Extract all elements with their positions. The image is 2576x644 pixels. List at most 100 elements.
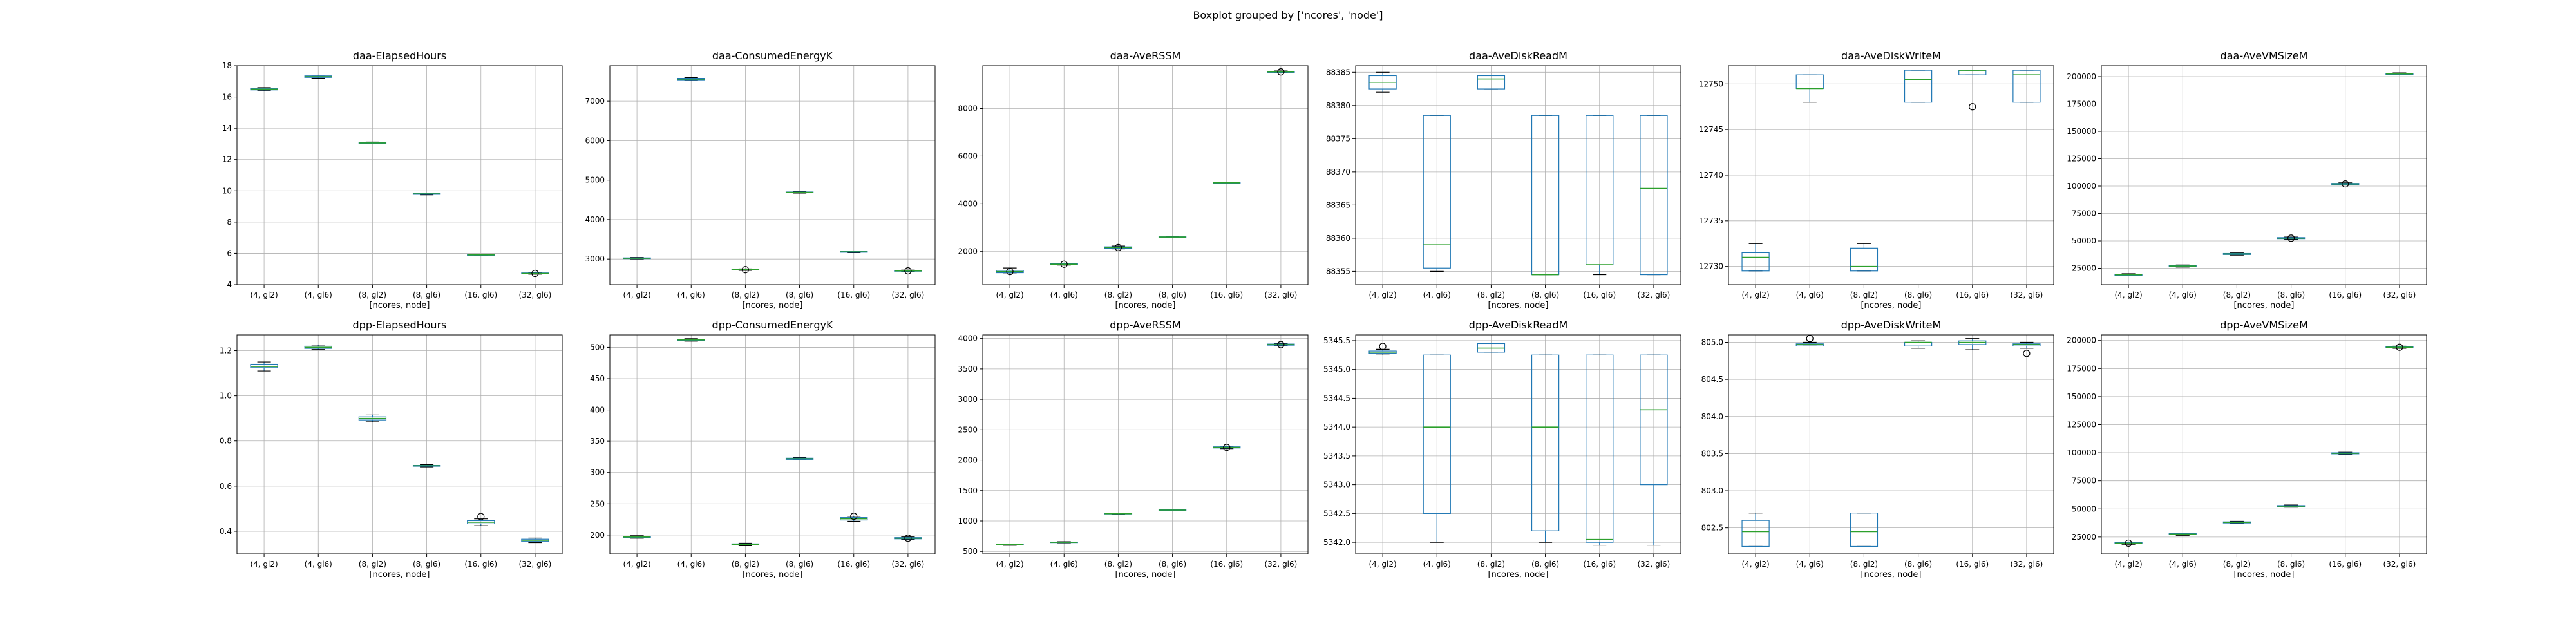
y-tick-label: 500	[963, 547, 978, 556]
outlier-point	[1223, 444, 1231, 451]
x-tick-label: (8, gl2)	[732, 290, 759, 299]
axes-frame	[2101, 334, 2427, 554]
x-tick-label: (16, gl6)	[1583, 560, 1616, 569]
subplot-daa-avediskwritem: 12730 12735 12740 12745 12750 (4, gl2) (4, gl6…	[1699, 50, 2054, 310]
x-tick-label: (8, gl6)	[2277, 560, 2305, 569]
x-tick-label: (32, gl6)	[1264, 290, 1297, 299]
y-tick-label: 3000	[585, 254, 605, 263]
box	[1741, 520, 1770, 547]
y-tick-label: 3000	[958, 395, 978, 404]
subplot-title: daa-AveDiskReadM	[1469, 50, 1567, 62]
x-axis-label: [ncores, node]	[2233, 570, 2294, 580]
y-tick-label: 500	[590, 343, 605, 352]
x-tick-label: (8, gl2)	[359, 290, 386, 299]
axes-frame	[2101, 65, 2427, 285]
x-axis-label: [ncores, node]	[1861, 301, 1921, 310]
y-tick-label: 200000	[2067, 336, 2096, 345]
box	[1850, 513, 1879, 547]
subplot-title: daa-AveDiskWriteM	[1841, 50, 1941, 62]
x-tick-label: (4, gl2)	[1368, 560, 1396, 569]
axes-frame	[1355, 334, 1681, 554]
figure-title: Boxplot grouped by ['ncores', 'node']	[1193, 9, 1383, 21]
subplot-title: dpp-ConsumedEnergyK	[712, 319, 833, 331]
x-tick-label: (8, gl6)	[1159, 560, 1186, 569]
x-tick-label: (4, gl2)	[1368, 290, 1396, 299]
y-tick-label: 5343.5	[1323, 451, 1350, 460]
x-tick-label: (32, gl6)	[1264, 560, 1297, 569]
outlier-point	[1060, 260, 1068, 268]
y-tick-label: 4000	[958, 199, 978, 208]
y-tick-label: 803.0	[1701, 486, 1723, 495]
y-tick-label: 4000	[958, 334, 978, 343]
y-tick-label: 5344.5	[1323, 393, 1350, 402]
y-tick-label: 75000	[2072, 477, 2096, 486]
subplot-title: daa-ConsumedEnergyK	[712, 50, 833, 62]
x-tick-label: (4, gl6)	[2169, 560, 2197, 569]
y-tick-label: 8	[227, 218, 232, 227]
box	[1640, 354, 1668, 486]
y-tick-label: 88355	[1326, 267, 1350, 276]
y-tick-label: 5342.0	[1323, 538, 1350, 547]
x-tick-label: (4, gl2)	[2114, 560, 2142, 569]
y-tick-label: 300	[590, 468, 605, 477]
y-tick-label: 802.5	[1701, 524, 1723, 533]
subplot-daa-elapsedhours: 4 6 8 10 12 14 16 18 (4, gl2) (4, gl6) (8, gl2) (8,…	[222, 50, 563, 310]
outlier-point	[904, 267, 912, 275]
outlier-point	[2023, 350, 2031, 357]
subplot-title: daa-AveRSSM	[1110, 50, 1181, 62]
x-tick-label: (8, gl2)	[2223, 560, 2251, 569]
y-tick-label: 805.0	[1701, 338, 1723, 347]
axes-frame	[609, 334, 936, 554]
x-tick-label: (8, gl6)	[1159, 290, 1186, 299]
y-tick-label: 16	[222, 93, 232, 102]
outlier-point	[1379, 343, 1387, 350]
x-tick-label: (4, gl6)	[677, 560, 705, 569]
outlier-point	[531, 269, 539, 278]
y-tick-label: 50000	[2072, 236, 2096, 245]
x-tick-label: (4, gl2)	[996, 290, 1023, 299]
y-tick-label: 10	[222, 186, 232, 195]
y-tick-label: 200	[590, 531, 605, 540]
y-tick-label: 0.4	[220, 527, 232, 536]
y-tick-label: 1500	[958, 486, 978, 495]
y-tick-label: 175000	[2067, 364, 2096, 373]
x-tick-label: (32, gl6)	[1637, 290, 1670, 299]
axes-frame	[236, 65, 563, 285]
x-tick-label: (32, gl6)	[2383, 290, 2416, 299]
subplot-title: dpp-AveVMSizeM	[2220, 319, 2308, 331]
box	[2012, 70, 2041, 103]
x-axis-label: [ncores, node]	[1488, 301, 1548, 310]
subplot-title: dpp-AveDiskReadM	[1469, 319, 1568, 331]
y-tick-label: 88360	[1326, 234, 1350, 243]
x-tick-label: (8, gl6)	[2277, 290, 2305, 299]
axes-frame	[982, 334, 1309, 554]
y-tick-label: 125000	[2067, 155, 2096, 164]
y-tick-label: 175000	[2067, 100, 2096, 109]
x-axis-label: [ncores, node]	[369, 301, 430, 310]
x-tick-label: (8, gl2)	[359, 560, 386, 569]
y-tick-label: 0.6	[220, 482, 232, 491]
subplot-title: daa-ElapsedHours	[353, 50, 446, 62]
x-axis-label: [ncores, node]	[1115, 301, 1175, 310]
box	[1477, 75, 1506, 90]
x-axis-label: [ncores, node]	[369, 570, 430, 580]
subplot-title: dpp-AveDiskWriteM	[1841, 319, 1942, 331]
outlier-point	[904, 535, 912, 542]
box	[1640, 115, 1668, 276]
y-tick-label: 1000	[958, 516, 978, 526]
x-tick-label: (4, gl6)	[1050, 560, 1078, 569]
y-tick-label: 803.5	[1701, 449, 1723, 458]
y-tick-label: 88380	[1326, 101, 1350, 110]
x-tick-label: (4, gl2)	[250, 290, 278, 299]
y-tick-label: 150000	[2067, 392, 2096, 401]
y-tick-label: 5000	[585, 176, 605, 185]
x-tick-label: (4, gl2)	[623, 290, 650, 299]
x-tick-label: (16, gl6)	[2329, 290, 2362, 299]
subplot-dpp-averssm: 500 1000 1500 2000 2500 3000 3500 4000 (4, gl2) (…	[958, 319, 1309, 580]
y-tick-label: 18	[222, 61, 232, 70]
axes-frame	[609, 65, 936, 285]
outlier-point	[1006, 268, 1014, 276]
y-tick-label: 75000	[2072, 209, 2096, 218]
x-tick-label: (8, gl2)	[1850, 290, 1878, 299]
x-tick-label: (8, gl2)	[1477, 560, 1505, 569]
